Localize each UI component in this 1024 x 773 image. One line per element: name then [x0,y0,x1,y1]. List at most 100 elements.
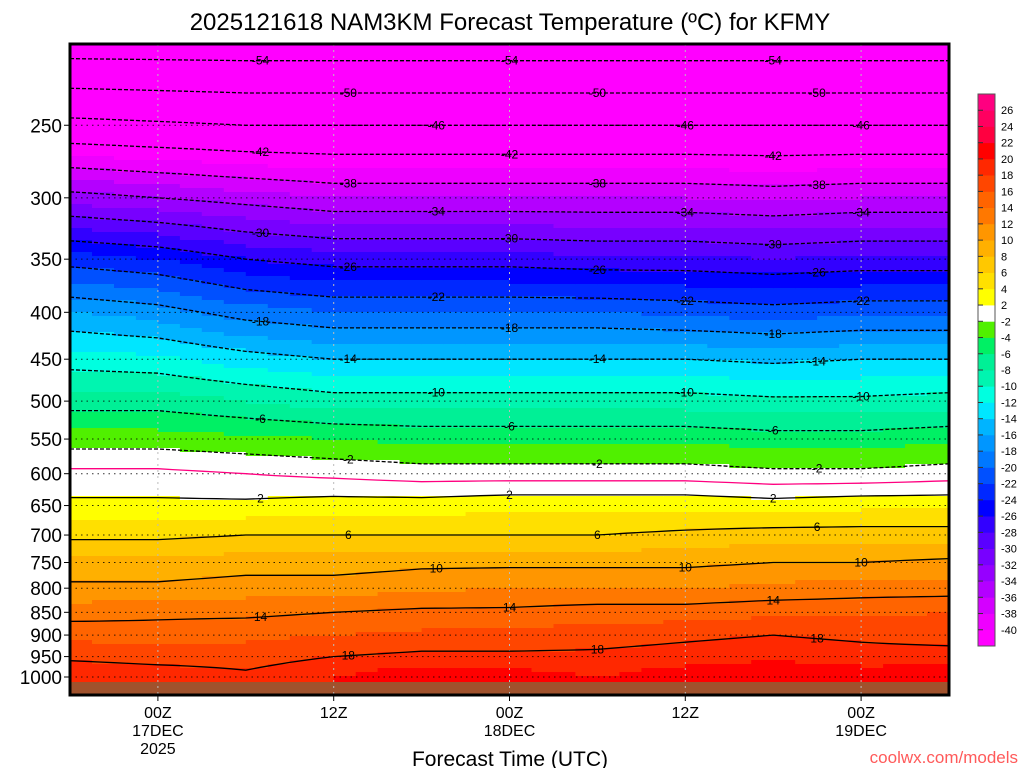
heat-cell [729,92,752,97]
heat-cell [641,560,664,565]
heat-cell [553,220,577,225]
heat-cell [201,624,225,629]
heat-cell [575,248,598,253]
heat-cell [201,300,225,305]
heat-cell [531,632,555,637]
heat-cell [201,460,225,465]
heat-cell [487,540,511,545]
heat-cell [245,448,269,453]
heat-cell [92,424,115,429]
heat-cell [114,632,137,637]
heat-cell [333,56,357,61]
heat-cell [114,76,137,81]
heat-cell [685,300,708,305]
heat-cell [553,368,577,373]
heat-cell [465,108,489,113]
heat-cell [92,124,115,129]
heat-cell [135,636,159,641]
heat-cell [465,312,489,317]
heat-cell [311,396,335,401]
heat-cell [333,640,357,645]
heat-cell [487,468,511,473]
heat-cell [201,672,225,677]
heat-cell [245,216,269,221]
heat-cell [201,352,225,357]
heat-cell [135,456,159,461]
heat-cell [201,584,225,589]
heat-cell [114,344,137,349]
heat-cell [245,508,269,513]
heat-cell [179,436,203,441]
heat-cell [333,416,357,421]
heat-cell [114,148,137,153]
heat-cell [355,408,379,413]
heat-cell [267,188,291,193]
heat-cell [641,584,664,589]
heat-cell [289,320,313,325]
heat-cell [92,392,115,397]
heat-cell [267,108,291,113]
heat-cell [399,496,423,501]
heat-cell [509,400,533,405]
heat-cell [443,388,467,393]
heat-cell [421,448,445,453]
heat-cell [663,412,686,417]
heat-cell [641,232,664,237]
heat-cell [399,652,423,657]
heat-cell [531,584,555,589]
heat-cell [114,564,137,569]
heat-cell [114,252,137,257]
heat-cell [641,628,664,633]
heat-cell [729,572,752,577]
heat-cell [92,272,115,277]
heat-cell [70,408,93,413]
heat-cell [267,480,291,485]
heat-cell [487,272,511,277]
heat-cell [641,456,664,461]
heat-cell [641,264,664,269]
heat-cell [443,648,467,653]
heat-cell [729,448,752,453]
heat-cell [575,92,598,97]
heat-cell [289,252,313,257]
heat-cell [553,236,577,241]
heat-cell [663,360,686,365]
heat-cell [70,420,93,425]
heat-cell [135,400,159,405]
heat-cell [619,656,642,661]
heat-cell [157,616,181,621]
heat-cell [597,576,620,581]
heat-cell [575,644,598,649]
heat-cell [70,148,93,153]
heat-cell [443,524,467,529]
heat-cell [465,604,489,609]
heat-cell [553,140,577,145]
heat-cell [487,376,511,381]
heat-cell [135,304,159,309]
heat-cell [311,544,335,549]
heat-cell [729,292,752,297]
heat-cell [157,488,181,493]
heat-cell [201,248,225,253]
heat-cell [553,604,577,609]
heat-cell [509,636,533,641]
heat-cell [157,112,181,117]
heat-cell [465,240,489,245]
heat-cell [531,68,555,73]
heat-cell [487,356,511,361]
heat-cell [311,76,335,81]
heat-cell [223,88,247,93]
heat-cell [135,268,159,273]
heat-cell [421,652,445,657]
heat-cell [70,600,93,605]
heat-cell [223,472,247,477]
heat-cell [663,380,686,385]
heat-cell [553,636,577,641]
heat-cell [245,380,269,385]
heat-cell [267,396,291,401]
heat-cell [531,208,555,213]
heat-cell [465,368,489,373]
heat-cell [553,632,577,637]
heat-cell [421,400,445,405]
heat-cell [333,616,357,621]
